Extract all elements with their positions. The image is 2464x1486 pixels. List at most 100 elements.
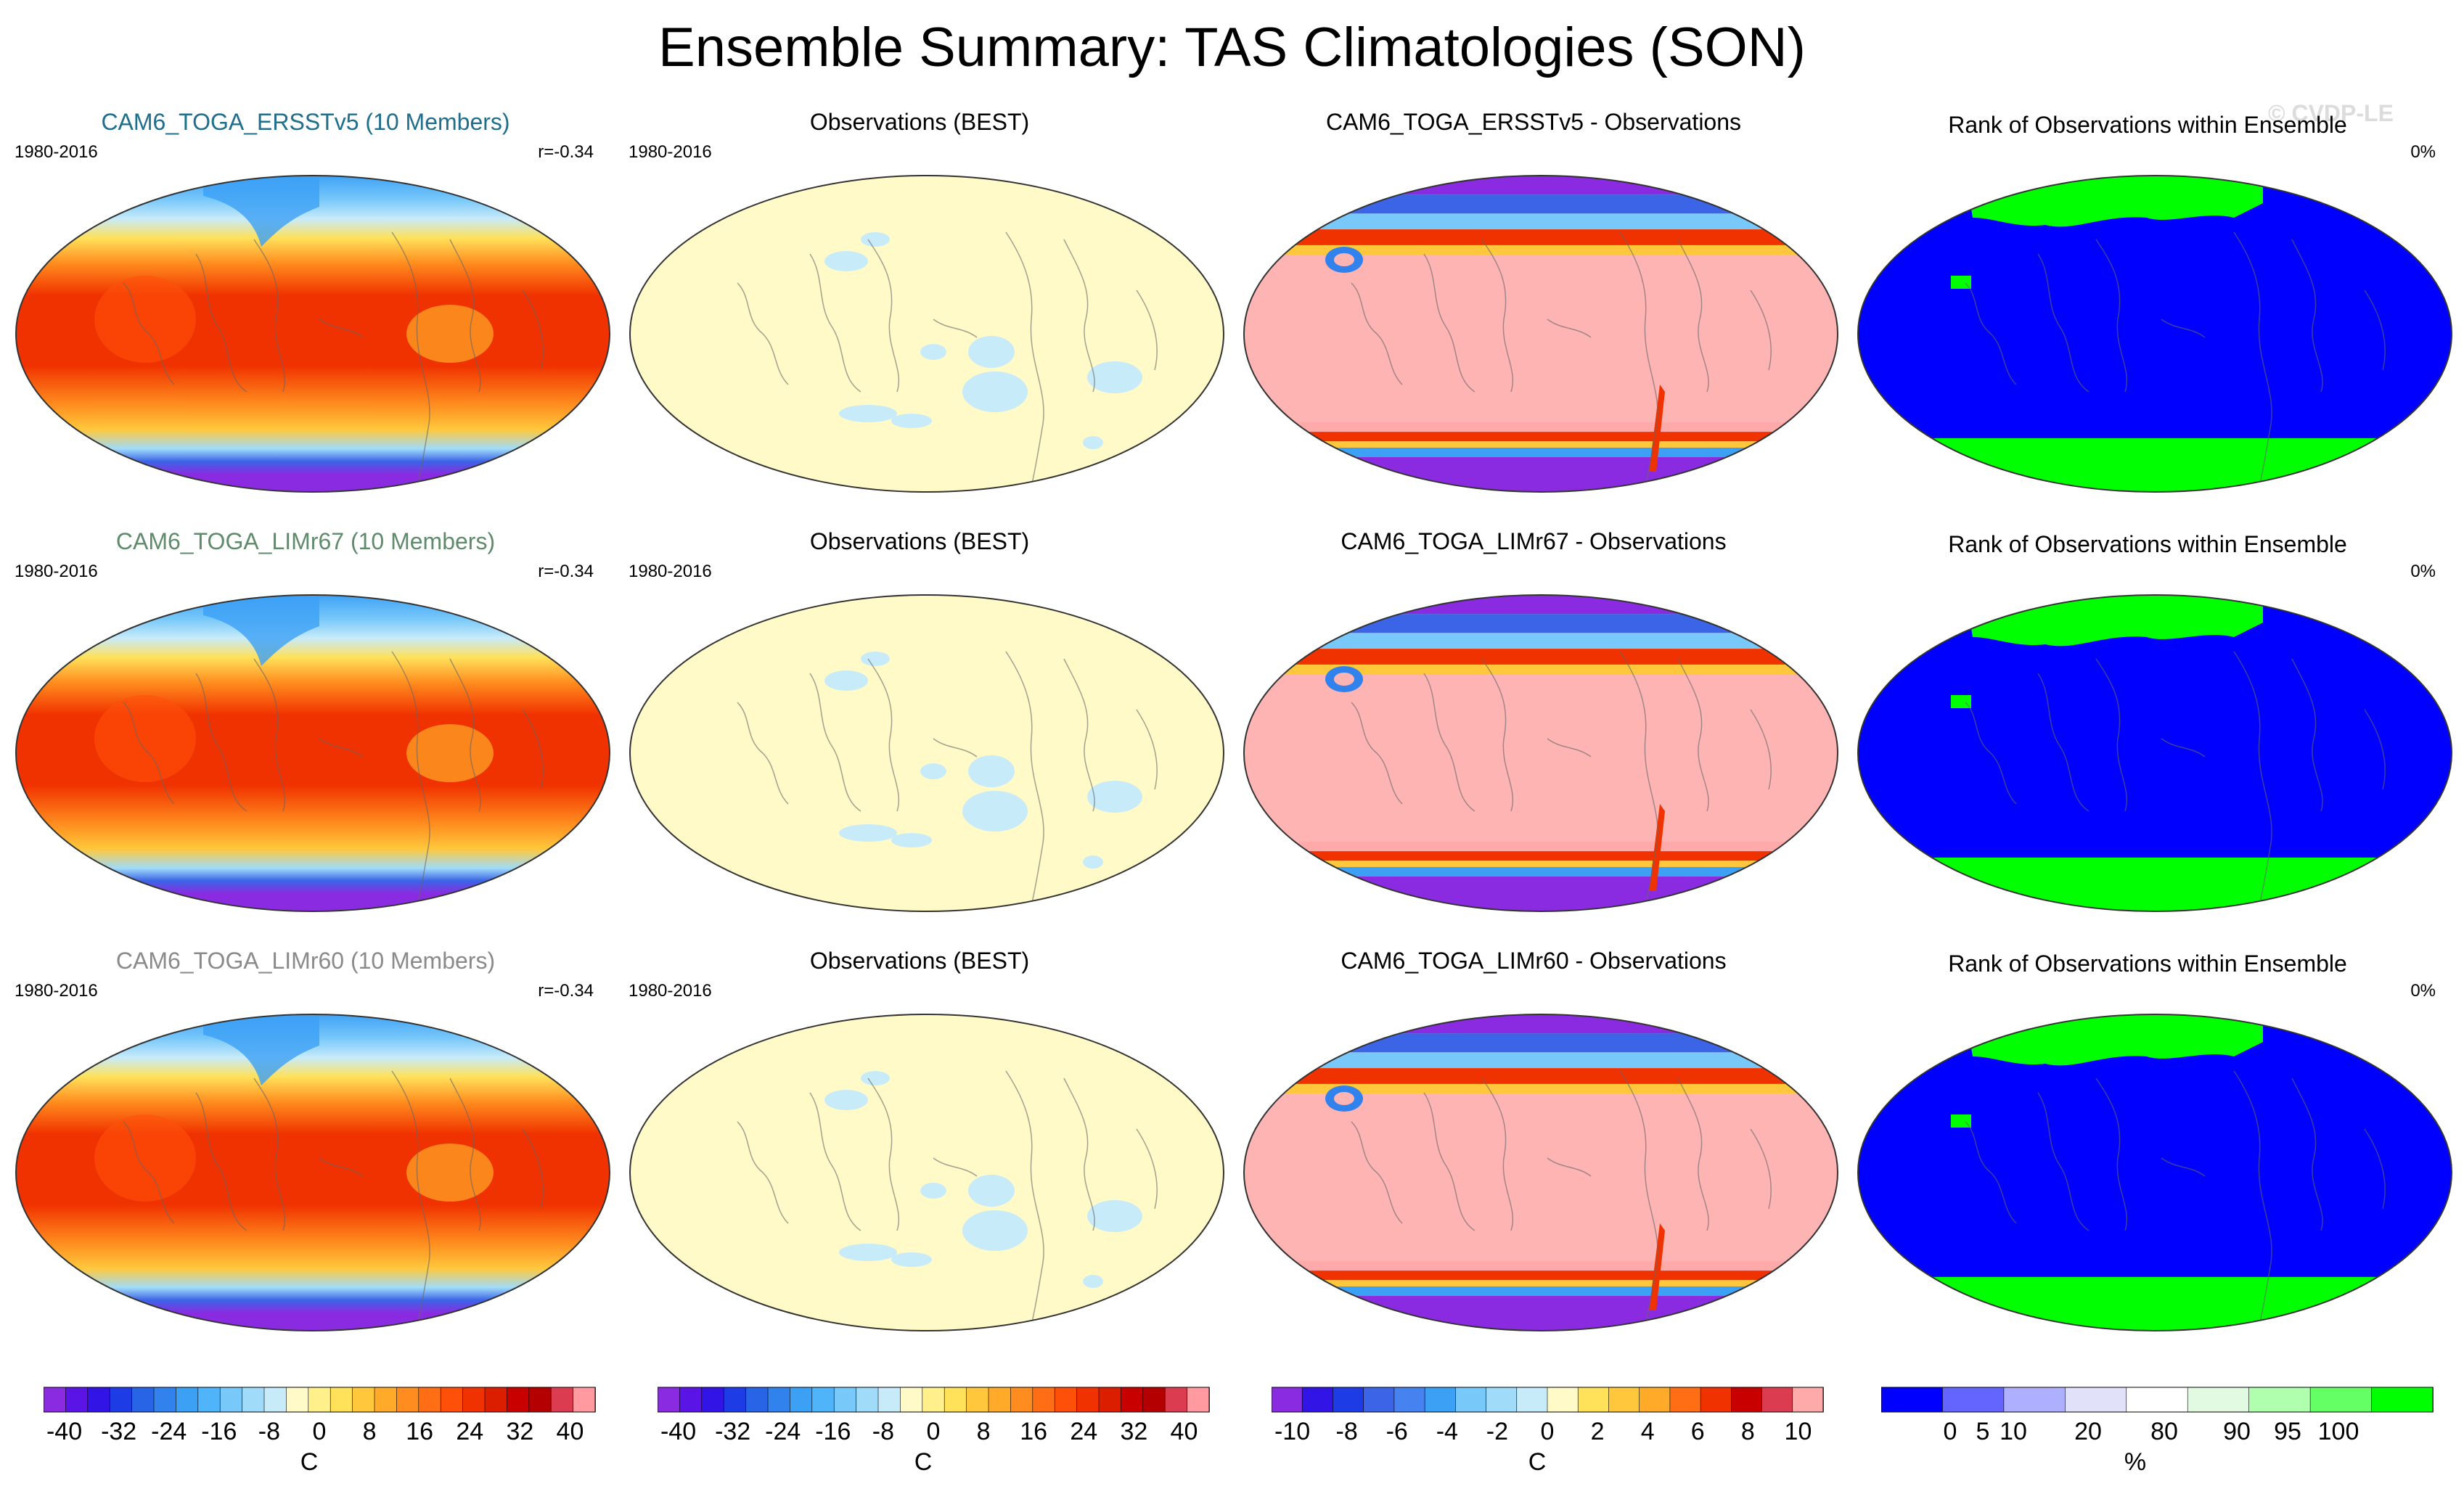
- map-diff: [1243, 594, 1838, 912]
- colorbar-swatch: [418, 1387, 441, 1413]
- colorbar-swatch: [833, 1387, 857, 1413]
- colorbar-swatch: [462, 1387, 486, 1413]
- colorbar-tick-label: 32: [506, 1418, 533, 1445]
- map-diff: [1243, 175, 1838, 493]
- colorbar-swatch: [1363, 1387, 1395, 1413]
- colorbar-swatch: [44, 1387, 67, 1413]
- colorbar-swatch: [219, 1387, 243, 1413]
- colorbar-swatch: [1098, 1387, 1122, 1413]
- colorbar-swatch: [1187, 1387, 1210, 1413]
- colorbar-swatch: [1010, 1387, 1034, 1413]
- map-obs: [629, 594, 1224, 912]
- colorbar-tick-label: 8: [363, 1418, 377, 1445]
- colorbar-tick-label: 95: [2274, 1418, 2301, 1445]
- colorbar-swatch: [1486, 1387, 1518, 1413]
- map-container: [15, 1013, 611, 1332]
- panel-title: Observations (BEST): [809, 948, 1030, 974]
- colorbar-swatch: [767, 1387, 791, 1413]
- colorbar-swatch: [1272, 1387, 1303, 1413]
- colorbar-swatch: [242, 1387, 265, 1413]
- colorbar-swatch: [1393, 1387, 1425, 1413]
- colorbar-tick-label: 0: [927, 1418, 941, 1445]
- map-obs: [629, 175, 1224, 493]
- colorbar-swatch: [352, 1387, 375, 1413]
- colorbar-tick-label: 40: [1171, 1418, 1198, 1445]
- map-obs: [629, 1014, 1224, 1331]
- panel-percent: 0%: [2410, 142, 2436, 162]
- colorbar-tick-label: 8: [977, 1418, 991, 1445]
- map-model: [15, 175, 610, 493]
- colorbar-swatch: [396, 1387, 419, 1413]
- colorbar-swatch: [528, 1387, 552, 1413]
- colorbar-swatch: [263, 1387, 287, 1413]
- map-diff: [1243, 1014, 1838, 1331]
- map-container: [1857, 1013, 2453, 1332]
- map-rank: [1857, 175, 2452, 493]
- colorbar-swatch: [1577, 1387, 1610, 1413]
- colorbar-unit-label: C: [300, 1448, 319, 1476]
- colorbar-swatch: [1333, 1387, 1364, 1413]
- colorbar-swatch: [1054, 1387, 1078, 1413]
- colorbar-swatch: [944, 1387, 967, 1413]
- colorbar-tick-label: 2: [1591, 1418, 1605, 1445]
- colorbar-swatch: [1669, 1387, 1701, 1413]
- panel-years: 1980-2016: [629, 562, 712, 581]
- panel-diff: CAM6_TOGA_LIMr60 - Observations: [1228, 948, 1839, 1367]
- colorbar-swatch: [658, 1387, 681, 1413]
- panel-years: 1980-2016: [15, 562, 98, 581]
- colorbar-svg: -10 -8 -6 -4 -2 0 2 4 6 8 10 C: [1272, 1387, 1824, 1476]
- panel-diff: CAM6_TOGA_ERSSTv5 - Observations: [1228, 109, 1839, 528]
- colorbar-swatch: [1608, 1387, 1640, 1413]
- colorbar-swatch: [197, 1387, 221, 1413]
- panel-correlation: r=-0.34: [538, 142, 594, 162]
- colorbar-unit-label: C: [914, 1448, 933, 1476]
- colorbar-tick-label: -6: [1386, 1418, 1408, 1445]
- colorbar-swatch: [1700, 1387, 1732, 1413]
- panel-title: CAM6_TOGA_LIMr67 - Observations: [1341, 528, 1727, 554]
- colorbar-swatch: [1032, 1387, 1055, 1413]
- colorbar-swatch: [87, 1387, 110, 1413]
- colorbar-swatch: [1121, 1387, 1144, 1413]
- colorbar-swatch: [153, 1387, 177, 1413]
- colorbar-tick-label: -24: [765, 1418, 801, 1445]
- map-container: [15, 594, 611, 913]
- colorbar-swatch: [745, 1387, 769, 1413]
- colorbar-tick-label: -4: [1436, 1418, 1458, 1445]
- panel-rank: Rank of Observations within Ensemble 0%: [1842, 109, 2453, 528]
- panel-model: CAM6_TOGA_ERSSTv5 (10 Members) 1980-2016 r…: [0, 109, 611, 528]
- colorbar-swatch: [988, 1387, 1012, 1413]
- panel-years: 1980-2016: [15, 981, 98, 1001]
- panel-title: Observations (BEST): [809, 528, 1030, 554]
- colorbar-difference: -10 -8 -6 -4 -2 0 2 4 6 8 10 C: [1272, 1380, 1852, 1482]
- panel-rank: Rank of Observations within Ensemble 0%: [1842, 948, 2453, 1367]
- colorbar-swatch: [176, 1387, 199, 1413]
- map-container: [1857, 594, 2453, 913]
- colorbar-tick-label: 40: [557, 1418, 584, 1445]
- map-rank: [1857, 1014, 2452, 1331]
- panel-obs: Observations (BEST) 1980-2016: [614, 948, 1225, 1367]
- colorbar-swatch: [877, 1387, 901, 1413]
- panel-years: 1980-2016: [629, 142, 712, 162]
- colorbar-svg: 0 5 10 20 80 90 95 100%: [1881, 1387, 2434, 1476]
- colorbar-tick-label: 32: [1120, 1418, 1147, 1445]
- colorbar-swatch: [2248, 1387, 2311, 1413]
- colorbar-tick-label: 8: [1741, 1418, 1755, 1445]
- panel-years: 1980-2016: [629, 981, 712, 1001]
- panel-title: Rank of Observations within Ensemble: [1948, 951, 2347, 977]
- panel-title: CAM6_TOGA_LIMr67 (10 Members): [115, 528, 496, 554]
- colorbar-swatch: [131, 1387, 155, 1413]
- colorbar-swatch: [1881, 1387, 1944, 1413]
- colorbar-tick-label: 4: [1641, 1418, 1655, 1445]
- colorbar-swatch: [1639, 1387, 1671, 1413]
- colorbar-swatch: [811, 1387, 835, 1413]
- colorbar-swatch: [1076, 1387, 1100, 1413]
- colorbar-swatch: [308, 1387, 331, 1413]
- colorbar-svg: -40 -32 -24 -16 -8 0 8 16 24 32 40 C: [44, 1387, 596, 1476]
- colorbar-swatch: [2187, 1387, 2250, 1413]
- colorbar-swatch: [1164, 1387, 1188, 1413]
- colorbar-swatch: [2371, 1387, 2434, 1413]
- colorbar-tick-label: -8: [872, 1418, 894, 1445]
- panel-rank: Rank of Observations within Ensemble 0%: [1842, 528, 2453, 948]
- panel-title: CAM6_TOGA_ERSSTv5 (10 Members): [101, 109, 510, 135]
- colorbar-tick-label: -24: [151, 1418, 187, 1445]
